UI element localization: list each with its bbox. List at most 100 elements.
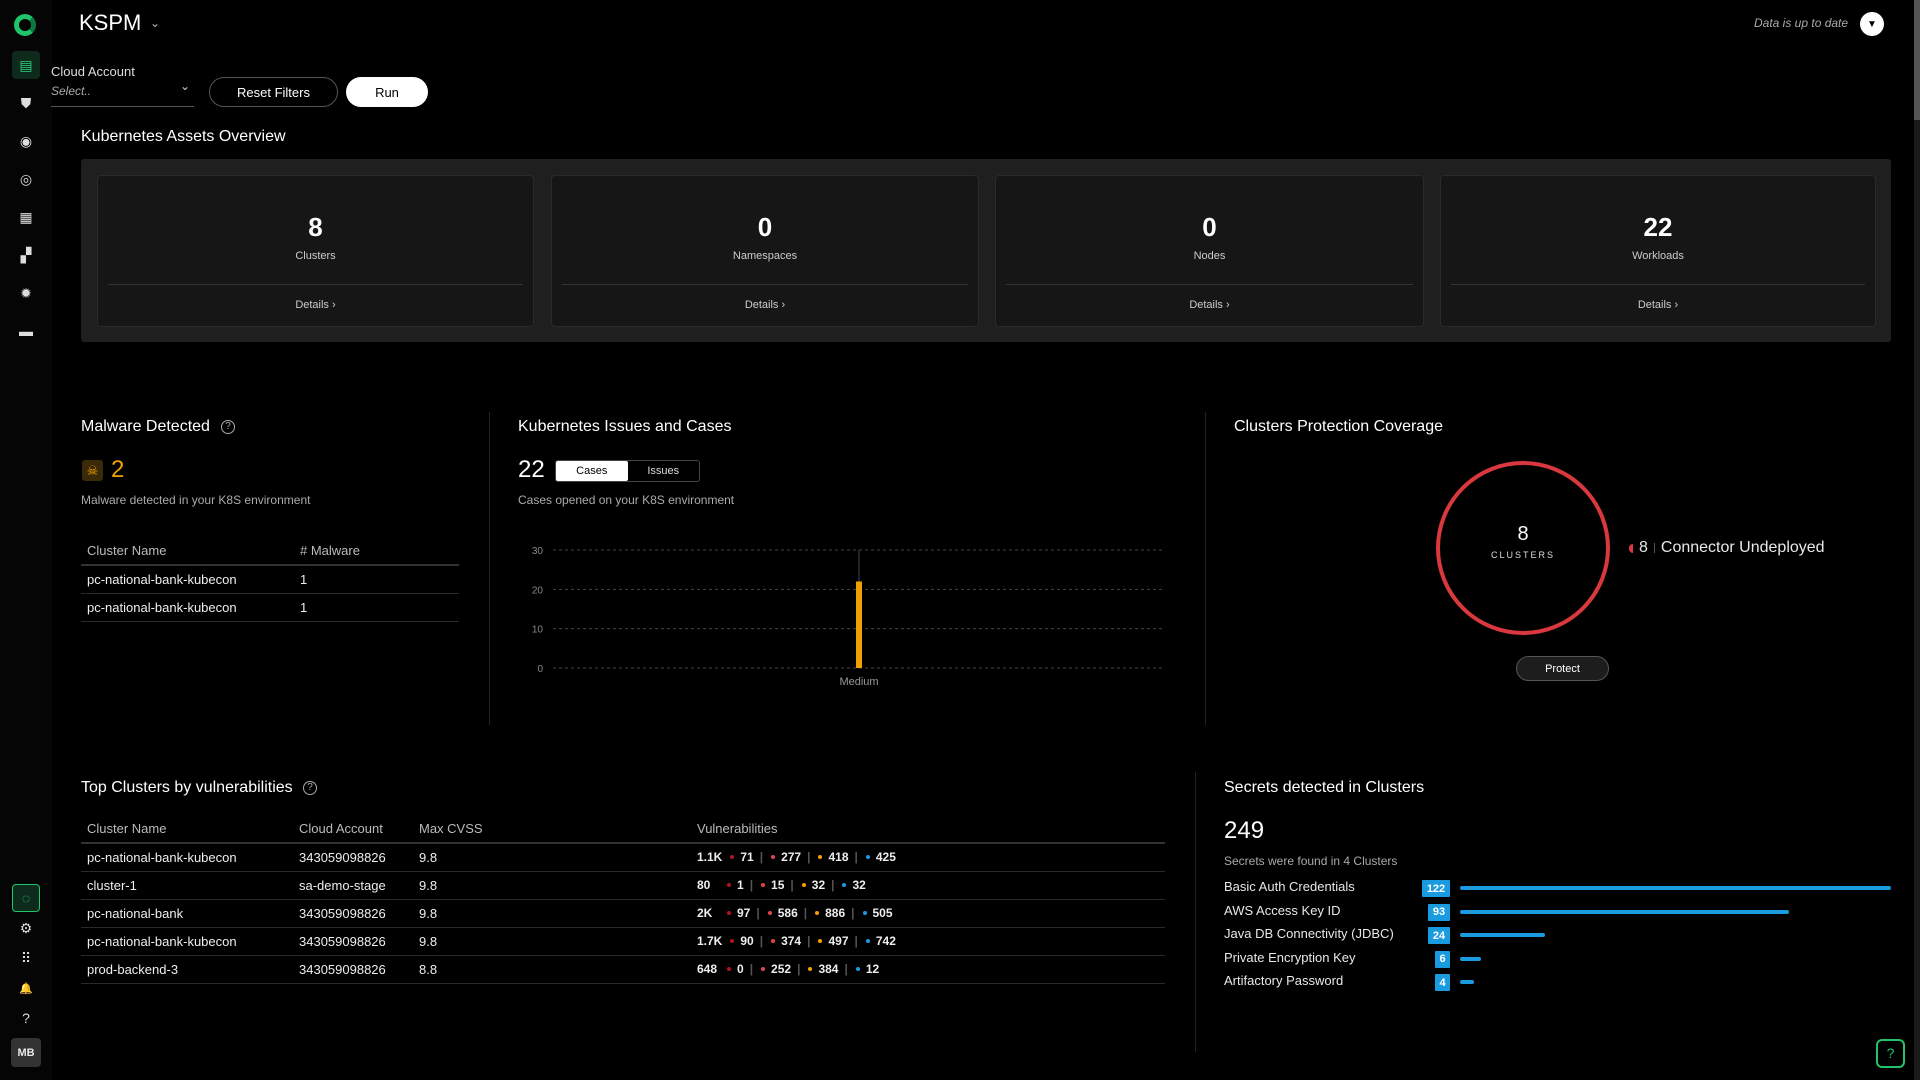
- secret-label: AWS Access Key ID: [1224, 902, 1341, 918]
- alert-shield-icon[interactable]: ⛊: [20, 94, 32, 111]
- malware-count: 1: [294, 565, 459, 594]
- medium-dot: [808, 967, 813, 971]
- issues-count: 22: [518, 456, 545, 483]
- chevron-right-icon: ›: [332, 299, 336, 311]
- asset-count: 22: [1643, 212, 1673, 242]
- details-label: Details: [1637, 299, 1672, 311]
- vuln-total: 80: [697, 878, 711, 892]
- help-chat-button[interactable]: ?: [1876, 1039, 1905, 1068]
- cluster-name: prod-backend-3: [81, 955, 293, 984]
- issues-description: Cases opened on your K8S environment: [518, 493, 735, 507]
- issues-title: Kubernetes Issues and Cases: [518, 418, 732, 435]
- asset-count: 8: [308, 212, 323, 242]
- medium-count: 418: [828, 850, 849, 865]
- malware-count: 1: [294, 593, 459, 622]
- critical-count: 1: [737, 878, 744, 892]
- chevron-right-icon: ›: [1674, 299, 1679, 311]
- bell-icon[interactable]: 🔔: [19, 982, 33, 995]
- assets-overview-title: Kubernetes Assets Overview: [81, 128, 286, 145]
- chevron-right-icon: ›: [781, 299, 786, 311]
- low-dot: [855, 967, 860, 971]
- details-link[interactable]: Details ›: [98, 299, 533, 311]
- malware-description: Malware detected in your K8S environment: [81, 493, 311, 507]
- critical-dot: [727, 911, 731, 915]
- critical-count: 97: [737, 906, 751, 920]
- coverage-legend: 8 Connector Undeployed: [1629, 539, 1825, 557]
- malware-title: Malware Detected: [81, 418, 210, 435]
- table-row[interactable]: pc-national-bank-kubecon 343059098826 9.8 1…: [81, 927, 1165, 956]
- inbox-icon[interactable]: ▬: [19, 323, 33, 339]
- asset-label: Namespaces: [732, 250, 798, 262]
- low-count: 12: [865, 962, 880, 976]
- cloud-account: 343059098826: [293, 899, 413, 928]
- title-dropdown-chevron-icon[interactable]: ⌄: [150, 16, 161, 30]
- eye-icon[interactable]: ◉: [19, 132, 33, 149]
- low-count: 742: [875, 934, 896, 948]
- secret-label: Java DB Connectivity (JDBC): [1224, 926, 1394, 941]
- asset-card-nodes: 0 Nodes Details ›: [995, 175, 1424, 327]
- user-avatar[interactable]: MB: [11, 1038, 41, 1067]
- medium-count: 384: [818, 962, 839, 976]
- help-icon[interactable]: ?: [221, 420, 235, 434]
- high-dot: [761, 883, 766, 887]
- cloud-account: 343059098826: [293, 955, 413, 984]
- network-icon[interactable]: ✹: [20, 284, 32, 301]
- tab-cases[interactable]: Cases: [556, 461, 628, 481]
- medium-dot: [818, 855, 823, 860]
- table-row[interactable]: cluster-1 sa-demo-stage 9.8 80 1 | 15 | 32 | 32: [81, 871, 1165, 900]
- high-dot: [767, 911, 772, 915]
- help-icon[interactable]: ?: [303, 781, 317, 795]
- blocks-icon[interactable]: ▞: [20, 246, 32, 263]
- secret-count-badge: 4: [1435, 974, 1450, 991]
- details-link[interactable]: Details ›: [552, 299, 978, 311]
- cloud-account-select[interactable]: Select.. ⌄: [51, 79, 194, 107]
- clipboard-icon[interactable]: ▦: [19, 208, 33, 225]
- run-button[interactable]: Run: [346, 77, 428, 107]
- table-row[interactable]: pc-national-bank 343059098826 9.8 2K 97 | 586 |…: [81, 899, 1165, 928]
- medium-dot: [815, 911, 820, 915]
- bar-medium[interactable]: [856, 581, 862, 668]
- column-header: Vulnerabilities: [691, 815, 1165, 844]
- secret-bar: [1460, 886, 1891, 890]
- y-tick-label: 20: [532, 585, 544, 596]
- details-label: Details: [744, 299, 779, 311]
- details-link[interactable]: Details ›: [996, 299, 1423, 311]
- table-row[interactable]: pc-national-bank-kubecon 343059098826 9.8 1…: [81, 843, 1165, 872]
- logo-icon: [14, 14, 36, 36]
- gear-icon[interactable]: ⚙: [19, 919, 33, 936]
- radar-icon[interactable]: ◌: [12, 884, 40, 912]
- details-link[interactable]: Details ›: [1441, 299, 1875, 311]
- column-header: Cloud Account: [293, 815, 413, 844]
- protect-button[interactable]: Protect: [1516, 656, 1609, 681]
- cloud-account: 343059098826: [293, 843, 413, 872]
- scrollbar[interactable]: [1914, 0, 1920, 1080]
- filter-icon[interactable]: ▼: [1860, 12, 1884, 36]
- cluster-name: pc-national-bank-kubecon: [81, 565, 294, 594]
- tab-issues[interactable]: Issues: [647, 465, 680, 477]
- y-tick-label: 10: [532, 625, 544, 636]
- vulnerabilities: 80 1 | 15 | 32 | 32: [691, 871, 1165, 900]
- target-icon[interactable]: ◎: [19, 170, 33, 187]
- critical-dot: [730, 939, 735, 943]
- low-count: 32: [852, 878, 866, 892]
- critical-count: 90: [740, 934, 754, 948]
- reset-filters-button[interactable]: Reset Filters: [209, 77, 338, 107]
- table-row[interactable]: pc-national-bank-kubecon 1: [81, 565, 459, 594]
- vuln-total: 2K: [697, 906, 713, 920]
- dashboard-icon[interactable]: ▤: [12, 51, 40, 79]
- legend-count: 8: [1639, 539, 1648, 556]
- table-row[interactable]: pc-national-bank-kubecon 1: [81, 593, 459, 622]
- vulnerabilities: 1.1K 71 | 277 | 418 | 425: [691, 843, 1165, 872]
- cluster-name: pc-national-bank-kubecon: [81, 593, 294, 622]
- coverage-title: Clusters Protection Coverage: [1234, 418, 1443, 435]
- top-clusters-title: Top Clusters by vulnerabilities: [81, 779, 293, 796]
- issues-tabs: Cases Issues: [555, 460, 700, 482]
- low-count: 425: [875, 850, 896, 865]
- grid-icon[interactable]: ⠿: [20, 949, 32, 966]
- column-header: Max CVSS: [413, 815, 691, 844]
- cluster-name: cluster-1: [81, 871, 293, 900]
- help-icon[interactable]: ?: [22, 1010, 30, 1026]
- table-row[interactable]: prod-backend-3 343059098826 8.8 648 0 | 252 | 38…: [81, 955, 1165, 984]
- top-clusters-table: Cluster Name Cloud Account Max CVSS Vuln…: [81, 815, 1165, 984]
- medium-count: 497: [828, 934, 849, 948]
